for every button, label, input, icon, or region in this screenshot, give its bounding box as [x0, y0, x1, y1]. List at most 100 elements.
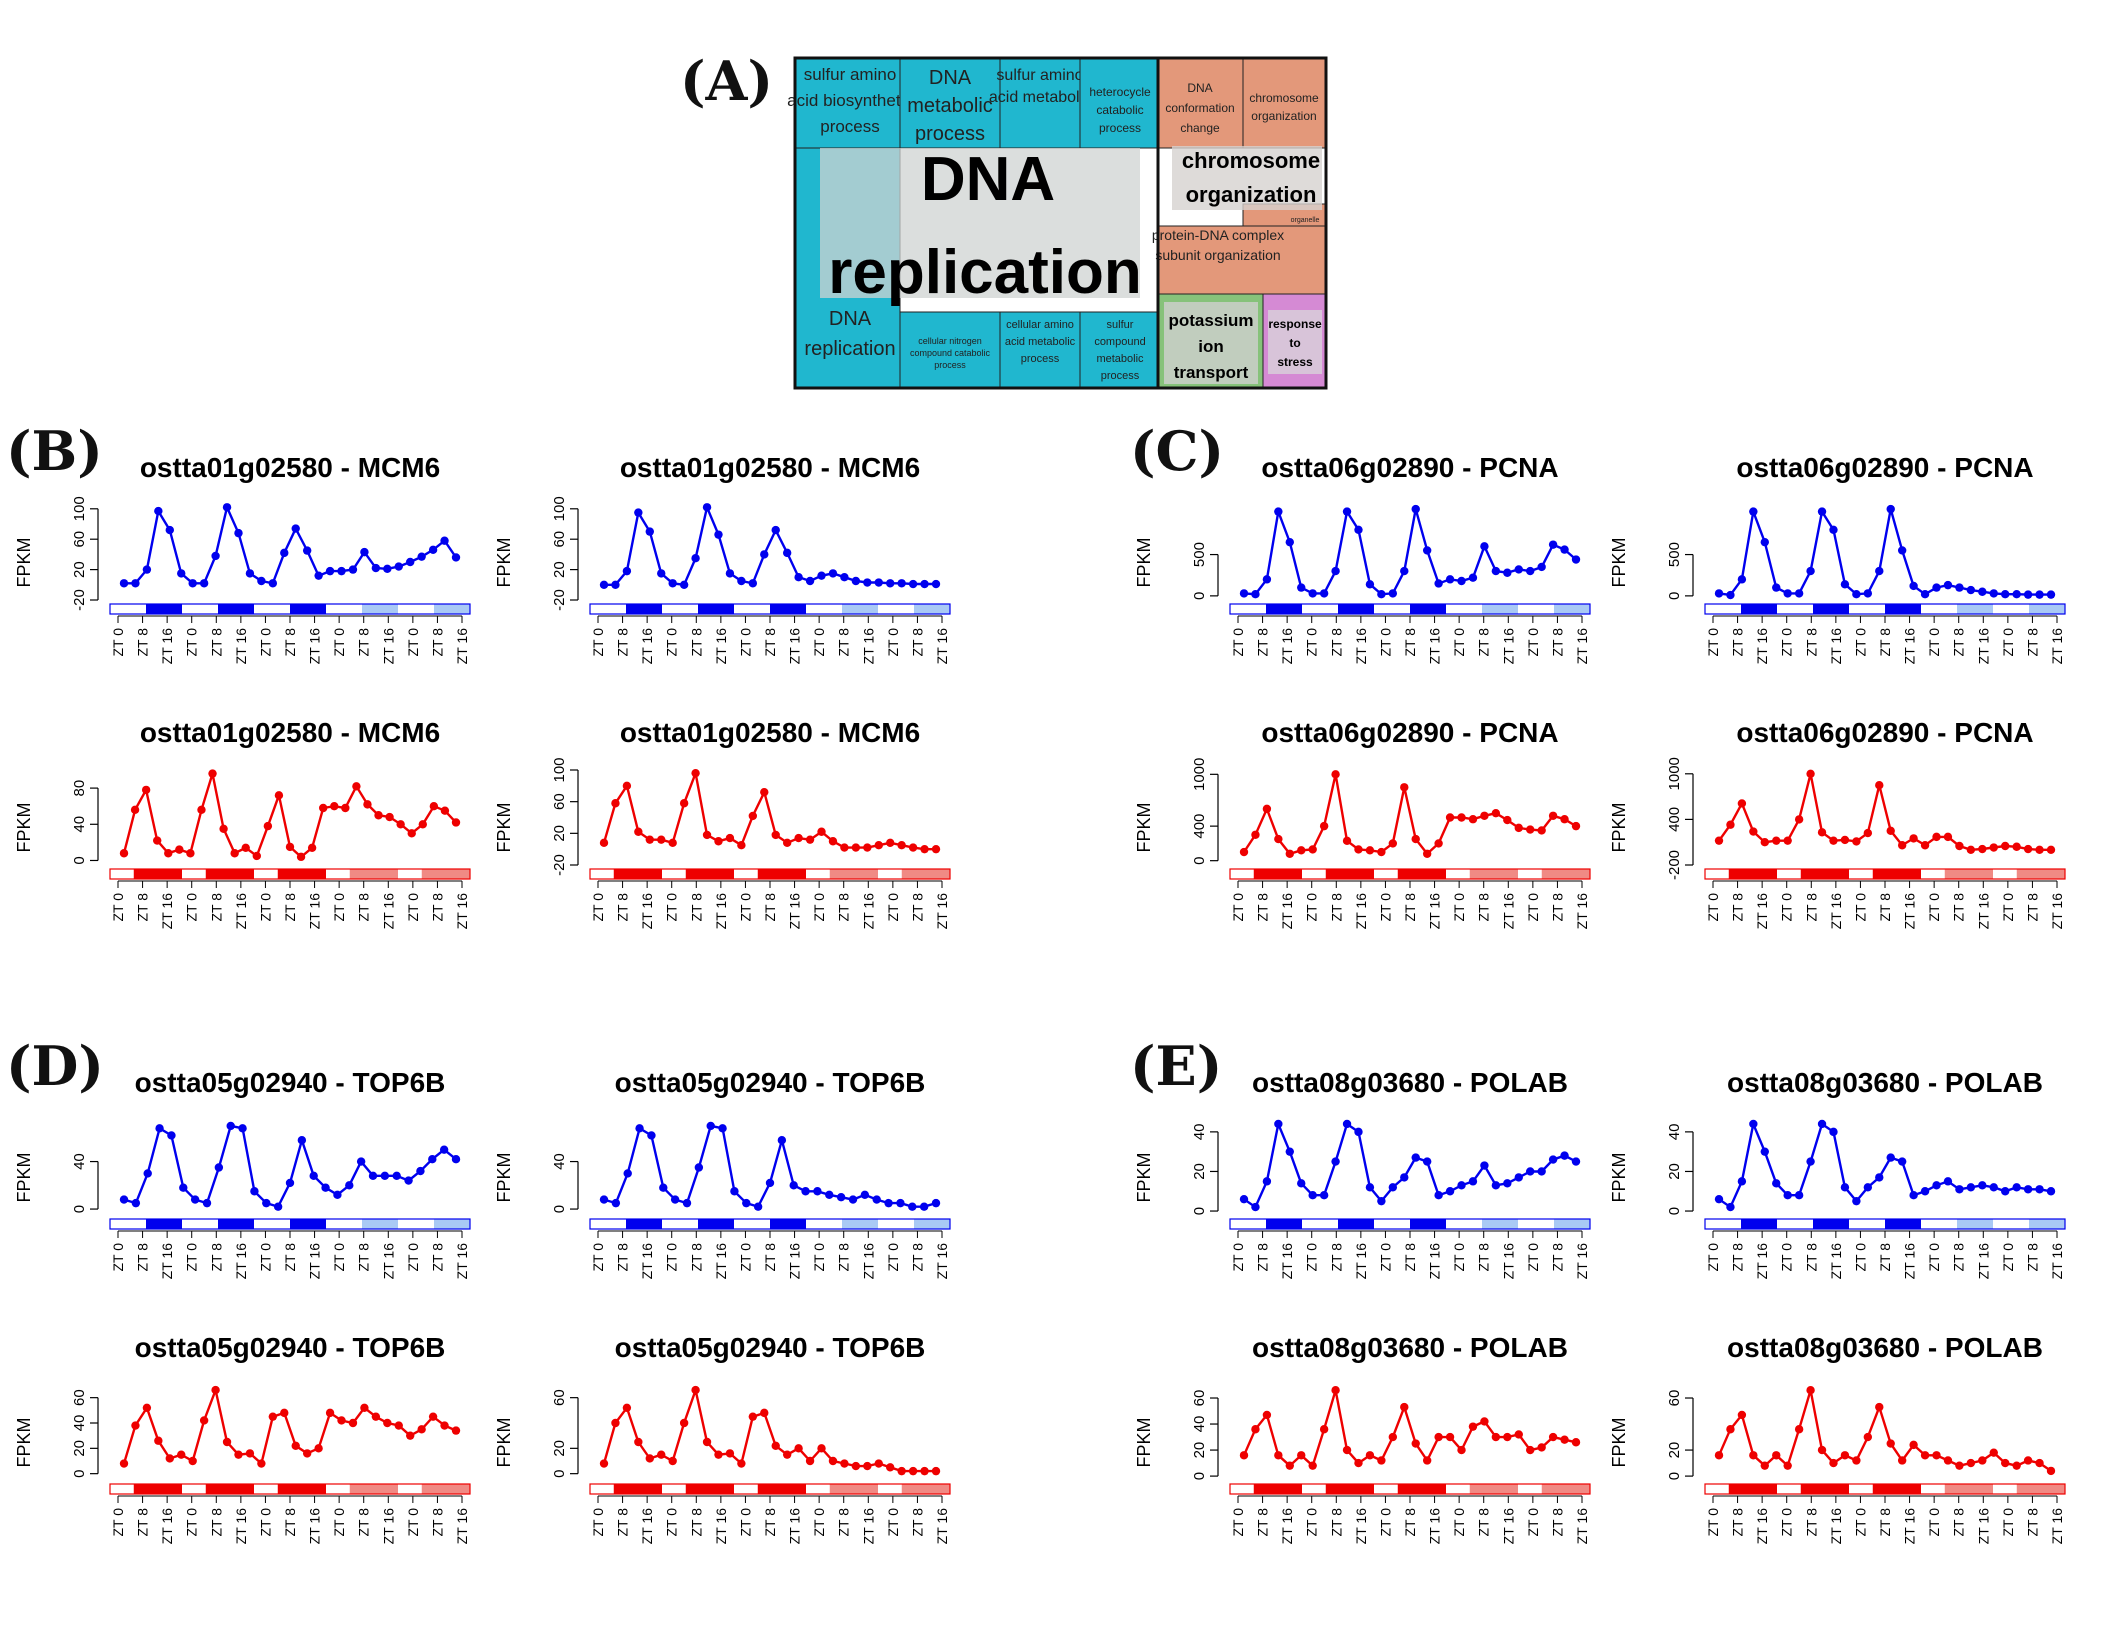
data-point [417, 552, 426, 561]
photoperiod-bar-segment [205, 1484, 254, 1494]
photoperiod-bar-segment [1266, 1219, 1302, 1229]
data-point [1468, 1422, 1478, 1431]
data-point [1749, 507, 1758, 516]
photoperiod-bar-segment [326, 869, 350, 879]
data-point [611, 1198, 621, 1208]
data-point [886, 1463, 895, 1472]
data-point [1794, 1191, 1804, 1200]
x-tick-label: ZT 16 [639, 1243, 655, 1280]
data-point [634, 1437, 643, 1447]
x-tick-label: ZT 16 [1427, 1243, 1443, 1280]
data-point [341, 803, 350, 813]
treemap-cell-label: sulfur amino [804, 65, 897, 84]
data-point [817, 571, 826, 580]
data-point [352, 782, 361, 791]
photoperiod-bar-segment [1849, 869, 1873, 879]
data-point [164, 849, 173, 858]
data-point [234, 1450, 243, 1459]
x-tick-label: ZT 16 [639, 628, 655, 665]
y-tick-label: 20 [1666, 1442, 1683, 1459]
x-tick-label: ZT 8 [1328, 893, 1344, 922]
photoperiod-bar-segment [829, 869, 878, 879]
data-point [2023, 1185, 2033, 1194]
data-point [1794, 1425, 1804, 1434]
x-tick-label: ZT 8 [135, 893, 151, 922]
x-tick-label: ZT 0 [811, 1508, 827, 1537]
x-tick-label: ZT 0 [885, 1243, 901, 1272]
photoperiod-bar-segment [1266, 604, 1302, 614]
data-point [1989, 589, 1998, 598]
x-tick-label: ZT 16 [934, 628, 950, 665]
data-point [760, 550, 769, 559]
y-axis-label: FPKM [494, 802, 514, 852]
data-point [1308, 845, 1317, 854]
data-point [1526, 825, 1535, 834]
data-point [154, 506, 163, 516]
y-tick-label: 0 [1666, 1472, 1683, 1480]
photoperiod-bar [1704, 1483, 2066, 1495]
data-point [440, 1421, 449, 1430]
photoperiod-bar-segment [1554, 1219, 1590, 1229]
panel-label-e: (E) [1130, 1034, 1222, 1098]
x-tick-label: ZT 0 [1852, 1508, 1868, 1537]
data-point [1794, 589, 1804, 598]
y-tick-label: 0 [1191, 1472, 1208, 1480]
x-tick-label: ZT 16 [1574, 1508, 1590, 1545]
treemap-label-backdrop [1164, 302, 1258, 384]
data-point [1342, 1119, 1352, 1129]
x-tick-label: ZT 0 [1852, 1243, 1868, 1272]
data-point [1274, 1119, 1283, 1129]
chart-title: ostta08g03680 - POLAB [1252, 1067, 1568, 1098]
y-tick-label: 100 [551, 757, 568, 782]
data-point [238, 1124, 247, 1133]
data-point [268, 579, 278, 588]
data-point [1400, 566, 1409, 576]
x-tick-label: ZT 16 [380, 628, 396, 665]
photoperiod-bar-segment [1230, 604, 1266, 614]
photoperiod-bar-segment [1957, 1219, 1993, 1229]
data-point [252, 851, 261, 861]
x-tick-label: ZT 16 [454, 1508, 470, 1545]
x-tick-label: ZT 16 [1574, 628, 1590, 665]
data-point [321, 1183, 330, 1192]
data-point [250, 1187, 259, 1196]
photoperiod-bar [109, 1483, 471, 1495]
data-point [805, 576, 815, 586]
data-point [1978, 587, 1987, 596]
data-point [1388, 589, 1398, 598]
data-point [368, 1171, 378, 1181]
x-tick-label: ZT 0 [1525, 1508, 1541, 1537]
photoperiod-bar-segment [421, 869, 470, 879]
treemap-cell-label: metabolic [907, 95, 993, 117]
data-point [1932, 583, 1941, 592]
data-point [394, 1421, 403, 1430]
photoperiod-bar-segment [218, 1219, 254, 1229]
data-point [1354, 525, 1363, 534]
data-point [131, 1421, 140, 1430]
x-tick-label: ZT 16 [1828, 893, 1844, 930]
x-tick-label: ZT 0 [1377, 1243, 1393, 1272]
y-axis-label: FPKM [1134, 1417, 1154, 1467]
data-point [1297, 1451, 1306, 1460]
data-point [782, 1450, 792, 1459]
photoperiod-bar [589, 1483, 951, 1495]
x-tick-label: ZT 16 [1754, 893, 1770, 930]
x-tick-label: ZT 8 [1803, 1243, 1819, 1272]
data-point [1806, 769, 1815, 778]
data-point [1239, 1194, 1249, 1204]
photoperiod-bar-segment [1921, 604, 1957, 614]
data-point [119, 849, 129, 858]
x-tick-label: ZT 0 [405, 1243, 421, 1272]
photoperiod-bar-segment [182, 869, 206, 879]
x-tick-label: ZT 16 [713, 1243, 729, 1280]
x-tick-label: ZT 0 [737, 1508, 753, 1537]
data-point [1863, 1183, 1873, 1192]
data-point [131, 1198, 141, 1208]
photoperiod-bar [589, 603, 951, 615]
photoperiod-bar-segment [1813, 604, 1849, 614]
photoperiod-bar-segment [1705, 869, 1729, 879]
data-point [886, 838, 895, 848]
x-tick-label: ZT 0 [110, 628, 126, 657]
x-tick-label: ZT 8 [1877, 628, 1893, 657]
photoperiod-bar-segment [1993, 1219, 2029, 1229]
